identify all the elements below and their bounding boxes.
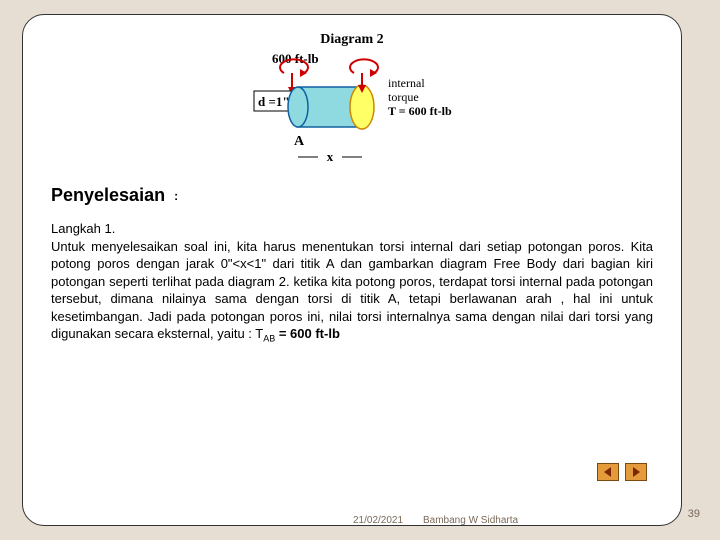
internal-text-2: torque bbox=[388, 90, 419, 104]
subscript-ab: AB bbox=[263, 334, 275, 344]
cylinder-left-cap bbox=[288, 87, 308, 127]
point-a-label: A bbox=[294, 134, 305, 149]
footer-author: Bambang W Sidharta bbox=[423, 515, 518, 526]
next-button[interactable] bbox=[625, 463, 647, 481]
nav-buttons bbox=[597, 463, 647, 481]
internal-text-1: internal bbox=[388, 76, 425, 90]
slide-card: Diagram 2 600 ft-lb d =1" bbox=[22, 14, 682, 526]
d-label: d =1" bbox=[258, 94, 290, 109]
footer-date: 21/02/2021 bbox=[353, 515, 403, 526]
diagram-container: Diagram 2 600 ft-lb d =1" bbox=[51, 29, 653, 179]
diagram-title: Diagram 2 bbox=[320, 32, 383, 47]
arrow-right-icon bbox=[630, 466, 642, 478]
body-paragraph: Langkah 1. Untuk menyelesaikan soal ini,… bbox=[51, 220, 653, 345]
section-title-text: Penyelesaian bbox=[51, 185, 165, 205]
internal-text-3: T = 600 ft-lb bbox=[388, 104, 452, 118]
body-tail: = 600 ft-lb bbox=[275, 326, 340, 341]
page-number: 39 bbox=[688, 508, 700, 520]
x-label: x bbox=[327, 149, 334, 164]
arrow-left-icon bbox=[602, 466, 614, 478]
body-main-text: Untuk menyelesaikan soal ini, kita harus… bbox=[51, 239, 653, 342]
step-label: Langkah 1. bbox=[51, 221, 115, 236]
section-title-colon: : bbox=[174, 189, 178, 203]
torque-curve-right bbox=[350, 59, 378, 73]
prev-button[interactable] bbox=[597, 463, 619, 481]
section-title: Penyelesaian : bbox=[51, 185, 653, 206]
diagram-2: Diagram 2 600 ft-lb d =1" bbox=[212, 29, 492, 179]
